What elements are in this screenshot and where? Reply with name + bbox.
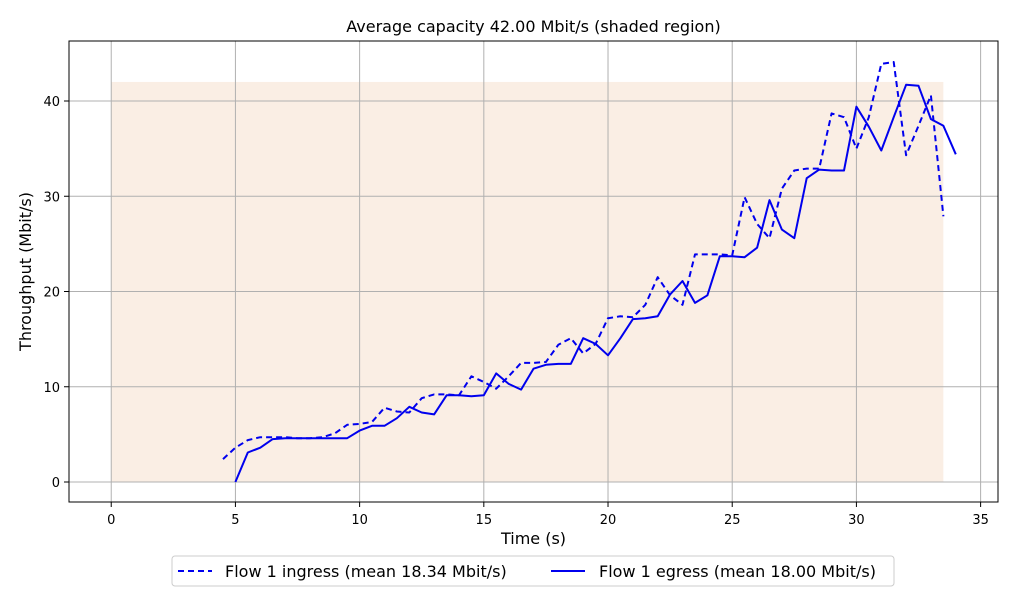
x-tick-label: 0 xyxy=(107,513,115,528)
x-tick-label: 15 xyxy=(476,513,493,528)
series-line-egress xyxy=(234,83,957,483)
capacity-shaded-region xyxy=(111,81,944,482)
x-tick-label: 25 xyxy=(724,513,741,528)
x-tick-label: 10 xyxy=(351,513,368,528)
legend: Flow 1 ingress (mean 18.34 Mbit/s) Flow … xyxy=(171,555,895,587)
y-tick-label: 20 xyxy=(43,286,60,301)
legend-label-ingress: Flow 1 ingress (mean 18.34 Mbit/s) xyxy=(225,562,507,581)
legend-label-egress: Flow 1 egress (mean 18.00 Mbit/s) xyxy=(599,562,876,581)
x-tick-label: 30 xyxy=(848,513,865,528)
y-tick-label: 10 xyxy=(43,381,60,396)
y-tick-label: 30 xyxy=(43,190,60,205)
x-tick-label: 35 xyxy=(972,513,989,528)
x-axis-label: Time (s) xyxy=(500,529,566,548)
y-tick-label: 40 xyxy=(43,95,60,110)
chart-title: Average capacity 42.00 Mbit/s (shaded re… xyxy=(346,17,720,36)
y-tick-label: 0 xyxy=(52,476,60,491)
plot-frame xyxy=(68,40,999,503)
legend-box xyxy=(171,555,895,587)
y-axis-label: Throughput (Mbit/s) xyxy=(16,192,35,352)
x-tick-label: 20 xyxy=(600,513,617,528)
series-line-ingress xyxy=(222,61,945,460)
x-tick-label: 5 xyxy=(231,513,239,528)
